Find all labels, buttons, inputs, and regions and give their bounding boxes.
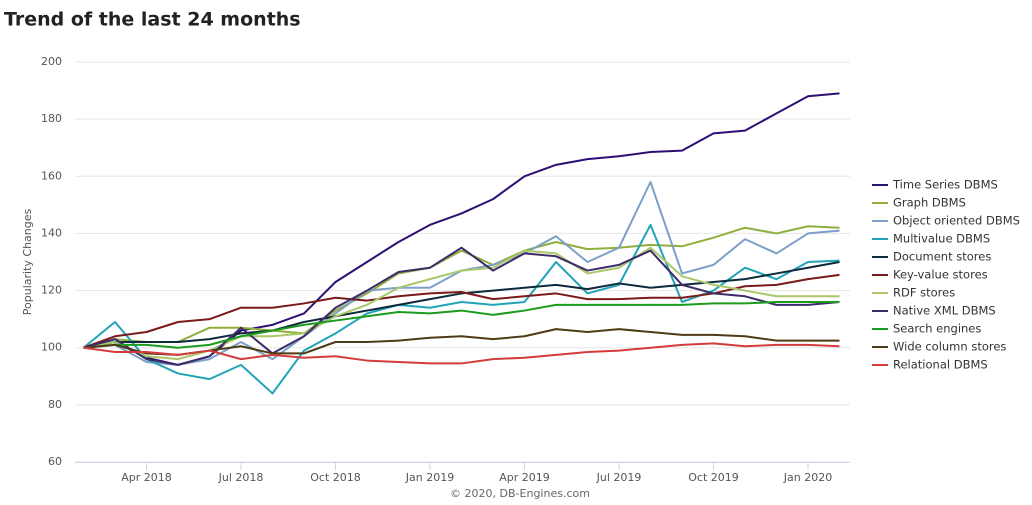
footer: © 2020, DB-Engines.com [450, 487, 590, 500]
x-tick-label: Jan 2019 [405, 471, 454, 484]
legend-label: Relational DBMS [893, 358, 988, 372]
series-line [83, 181, 840, 366]
legend-label: Multivalue DBMS [893, 232, 990, 246]
series-line [83, 92, 840, 366]
legend-label: Search engines [893, 322, 981, 336]
legend-label: Graph DBMS [893, 196, 966, 210]
x-tick-label: Oct 2019 [688, 471, 739, 484]
chart-title: Trend of the last 24 months [4, 9, 301, 31]
legend-label: Native XML DBMS [893, 304, 996, 318]
legend-label: Key-value stores [893, 268, 988, 282]
series-line [83, 342, 840, 365]
series-line [83, 246, 840, 366]
legend-label: Time Series DBMS [892, 178, 998, 192]
series-line [83, 261, 840, 349]
series-line [83, 301, 840, 349]
y-tick-label: 80 [48, 398, 62, 411]
y-tick-label: 140 [41, 226, 62, 239]
y-tick-label: 120 [41, 284, 62, 297]
legend-label: Wide column stores [893, 340, 1006, 354]
legend-label: RDF stores [893, 286, 955, 300]
y-tick-label: 160 [41, 169, 62, 182]
x-tick-label: Jul 2018 [218, 471, 264, 484]
series-line [83, 225, 840, 349]
y-tick-label: 60 [48, 455, 62, 468]
series-line [82, 223, 840, 395]
y-tick-label: 100 [41, 341, 62, 354]
y-tick-label: 180 [41, 112, 62, 125]
y-axis-label: Popularity Changes [21, 208, 34, 315]
legend-label: Object oriented DBMS [893, 214, 1020, 228]
x-tick-label: Apr 2018 [121, 471, 172, 484]
x-tick-label: Apr 2019 [499, 471, 550, 484]
legend-label: Document stores [893, 250, 991, 264]
x-tick-label: Jan 2020 [783, 471, 832, 484]
x-tick-label: Jul 2019 [596, 471, 642, 484]
x-tick-label: Oct 2018 [310, 471, 361, 484]
y-tick-label: 200 [41, 55, 62, 68]
